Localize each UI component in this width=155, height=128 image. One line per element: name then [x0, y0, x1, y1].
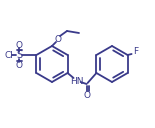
Text: S: S [16, 50, 22, 60]
Text: O: O [83, 90, 90, 99]
Text: F: F [133, 47, 138, 56]
Text: O: O [16, 61, 23, 70]
Text: Cl: Cl [5, 51, 14, 60]
Text: O: O [55, 35, 62, 44]
Text: HN: HN [70, 77, 83, 86]
Text: O: O [16, 40, 23, 50]
